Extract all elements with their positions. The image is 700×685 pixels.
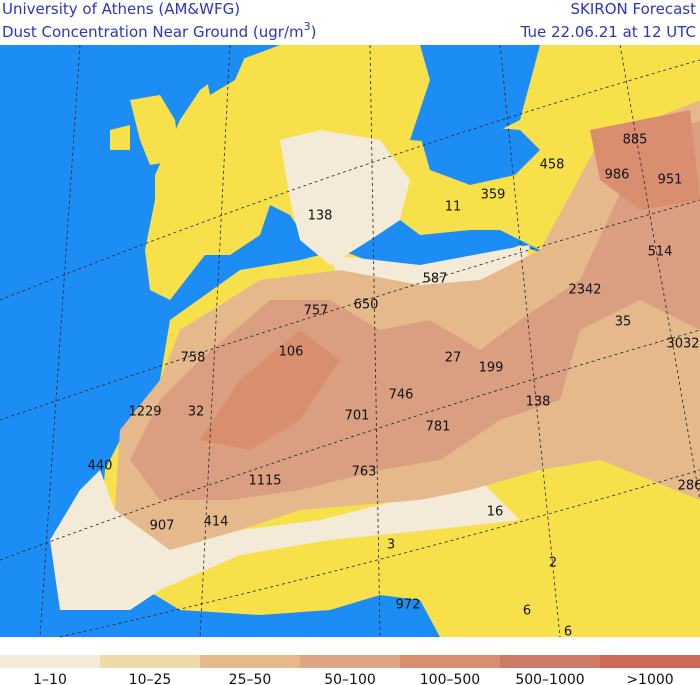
legend-label: 10–25 — [129, 672, 172, 685]
map-label: 650 — [354, 298, 379, 313]
legend-swatch — [400, 655, 500, 668]
map-label: 1229 — [128, 405, 161, 420]
map-label: 907 — [150, 519, 175, 534]
map-label: 3032 — [666, 337, 699, 352]
map-label: 458 — [540, 158, 565, 173]
map-label: 6 — [523, 604, 531, 619]
map-label: 440 — [88, 459, 113, 474]
legend-label: 500–1000 — [515, 672, 584, 685]
map-label: 106 — [279, 345, 304, 360]
map-label: 763 — [352, 465, 377, 480]
header-source: SKIRON Forecast — [571, 0, 697, 18]
map-label: 286 — [678, 479, 700, 494]
subtitle-sup: 3 — [304, 20, 311, 33]
map-label: 138 — [308, 209, 333, 224]
map-labels: 885 458 986 951 359 11 138 514 587 2342 757 650 35 10… — [88, 133, 700, 640]
map-label: 199 — [479, 361, 504, 376]
map-label: 32 — [188, 405, 205, 420]
map — [0, 44, 700, 638]
legend-label: 25–50 — [229, 672, 272, 685]
legend-swatch — [200, 655, 300, 668]
legend-label: 100–500 — [420, 672, 480, 685]
map-label: 758 — [181, 351, 206, 366]
map-label: 951 — [658, 173, 683, 188]
map-label: 16 — [487, 505, 504, 520]
map-label: 35 — [615, 315, 632, 330]
map-label: 757 — [304, 304, 329, 319]
map-label: 701 — [345, 409, 370, 424]
subtitle-text: Dust Concentration Near Ground (ugr/m — [2, 23, 304, 41]
legend: 1–10 10–25 25–50 50–100 100–500 500–1000 >1000 — [0, 655, 700, 685]
map-label: 972 — [396, 598, 421, 613]
map-label: 6 — [564, 625, 572, 640]
map-label: 11 — [445, 200, 462, 215]
header-title: University of Athens (AM&WFG) — [2, 0, 240, 18]
map-label: 138 — [526, 395, 551, 410]
legend-swatch — [300, 655, 400, 668]
legend-swatch — [0, 655, 100, 668]
header-time: Tue 22.06.21 at 12 UTC — [520, 23, 696, 41]
header-subtitle: Dust Concentration Near Ground (ugr/m3) — [2, 20, 317, 41]
legend-swatch — [100, 655, 200, 668]
map-label: 3 — [387, 538, 395, 553]
legend-swatch — [600, 655, 700, 668]
map-label: 781 — [426, 420, 451, 435]
map-label: 514 — [648, 245, 673, 260]
map-label: 885 — [623, 133, 648, 148]
legend-swatch — [500, 655, 600, 668]
map-label: 2342 — [568, 283, 601, 298]
map-label: 359 — [481, 188, 506, 203]
map-label: 27 — [445, 351, 462, 366]
map-label: 414 — [204, 515, 229, 530]
map-label: 587 — [423, 272, 448, 287]
subtitle-end: ) — [311, 23, 317, 41]
legend-label: 1–10 — [33, 672, 67, 685]
map-label: 746 — [389, 388, 414, 403]
map-label: 1115 — [248, 474, 281, 489]
map-label: 2 — [549, 556, 557, 571]
legend-label: 50–100 — [324, 672, 376, 685]
legend-label: >1000 — [626, 672, 673, 685]
map-label: 986 — [605, 168, 630, 183]
